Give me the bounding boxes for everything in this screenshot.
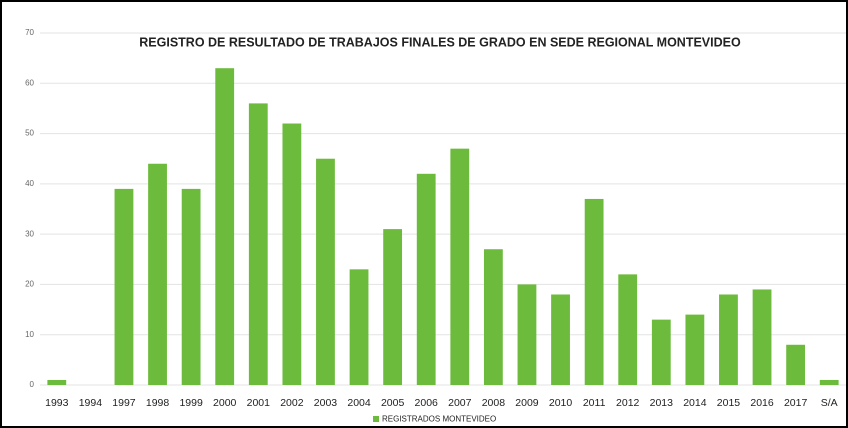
legend-label: REGISTRADOS MONTEVIDEO [382,415,496,424]
x-tick-label: 2006 [415,397,439,409]
y-tick-label: 40 [25,179,34,188]
y-tick-label: 60 [25,78,34,87]
bar [517,284,537,385]
y-tick-label: 50 [25,129,34,138]
bar [416,173,436,385]
chart-title: REGISTRO DE RESULTADO DE TRABAJOS FINALE… [139,35,741,49]
y-tick-label: 0 [30,380,35,389]
x-tick-label: 1999 [179,397,203,409]
bar [819,379,839,385]
bar [316,158,335,385]
bar [114,188,134,385]
x-tick-label: 2015 [717,397,741,409]
bar [685,314,705,385]
x-tick-label: 2013 [650,397,674,409]
y-tick-label: 20 [25,280,34,289]
bar [618,274,638,385]
x-tick-label: 1998 [146,397,170,409]
x-tick-label: 2001 [247,397,271,409]
bar [483,249,503,385]
x-tick-label: 2000 [213,397,237,409]
bar [584,198,604,385]
bar [651,319,671,385]
y-tick-label: 30 [25,229,34,238]
x-tick-label: 1997 [112,397,136,409]
x-tick-label: 2003 [314,397,338,409]
bar [752,289,772,385]
x-tick-label: 2016 [750,397,774,409]
bar [383,229,403,385]
bar [215,68,235,385]
bar [148,163,167,385]
bar [181,188,201,385]
x-tick-label: 2014 [683,397,707,409]
bar [551,294,570,385]
legend-swatch [373,416,379,422]
x-tick-label: 2010 [549,397,573,409]
x-tick-label: 2004 [347,397,371,409]
x-tick-label: 2007 [448,397,472,409]
bar [248,103,268,386]
bar [450,148,470,385]
x-tick-label: 1994 [79,397,103,409]
y-tick-label: 10 [25,330,34,339]
x-tick-label: 2012 [616,397,640,409]
bar [349,269,369,385]
bar [786,344,806,385]
x-tick-label: S/A [821,397,838,409]
x-tick-label: 2002 [280,397,304,409]
x-tick-label: 2017 [784,397,808,409]
bar [282,123,302,385]
bar [719,294,738,385]
bar [47,379,67,385]
x-tick-label: 1993 [45,397,69,409]
x-tick-label: 2005 [381,397,405,409]
x-tick-label: 2008 [482,397,506,409]
y-tick-label: 70 [25,28,34,37]
x-tick-label: 2009 [515,397,539,409]
x-tick-label: 2011 [583,397,606,409]
